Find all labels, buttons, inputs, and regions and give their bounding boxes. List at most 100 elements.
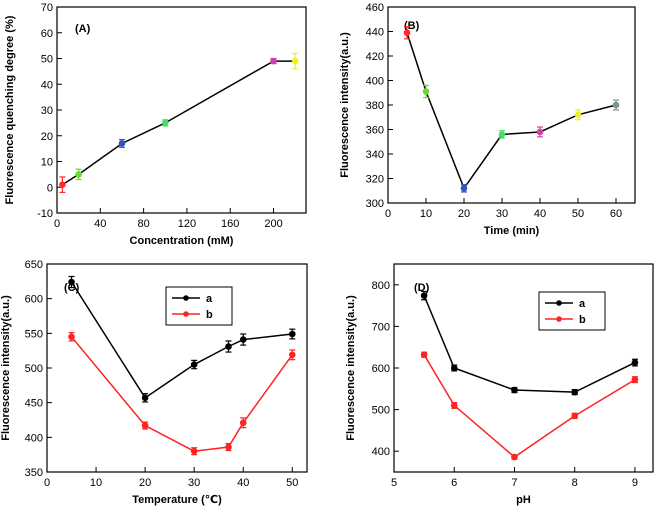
y-axis-title: Fluorescence intensity(a.u.) <box>345 295 357 441</box>
y-axis-title: Fluorescence quenching degree (%) <box>4 15 16 204</box>
x-tick-label: 160 <box>221 218 239 230</box>
data-point <box>423 89 429 95</box>
x-tick-label: 6 <box>451 477 457 489</box>
series-line-b <box>72 337 293 451</box>
data-point <box>226 444 232 450</box>
data-point <box>142 395 148 401</box>
data-point <box>512 454 518 460</box>
data-point <box>191 362 197 368</box>
series-line <box>62 61 295 185</box>
legend-box <box>539 292 605 330</box>
x-axis-title: Concentration (mM) <box>130 235 234 247</box>
y-tick-label: 600 <box>25 294 43 306</box>
x-tick-label: 50 <box>286 477 298 489</box>
x-tick-label: 30 <box>188 477 200 489</box>
y-tick-label: 550 <box>25 328 43 340</box>
y-tick-label: 70 <box>41 2 53 14</box>
x-axis-title: pH <box>516 494 531 506</box>
data-point <box>76 172 82 178</box>
y-tick-label: 50 <box>41 54 53 66</box>
y-tick-label: 800 <box>372 280 390 292</box>
x-tick-label: 20 <box>139 477 151 489</box>
y-tick-label: 600 <box>372 363 390 375</box>
data-point <box>572 413 578 419</box>
y-tick-label: 360 <box>366 125 384 137</box>
x-axis-title: Temperature (℃) <box>132 494 222 506</box>
y-tick-label: 460 <box>366 2 384 14</box>
x-tick-label: 40 <box>237 477 249 489</box>
legend-box <box>166 287 232 325</box>
plot-frame <box>57 7 306 213</box>
panel-b: 0 10 20 30 40 50 60 300 320 340 360 380 400 420 440 460… <box>339 2 635 237</box>
chart-canvas: 0 40 80 120 160 200-10010203040506070Concentr… <box>0 0 661 514</box>
data-point <box>572 389 578 395</box>
y-tick-label: 350 <box>25 467 43 479</box>
x-tick-label: 0 <box>44 477 50 489</box>
x-tick-label: 5 <box>391 477 397 489</box>
x-tick-label: 40 <box>534 208 546 220</box>
y-tick-label: 20 <box>41 131 53 143</box>
data-point <box>119 141 125 147</box>
x-tick-label: 50 <box>572 208 584 220</box>
data-point <box>404 30 410 36</box>
panel-c: 0 10 20 30 40 50 350 400 450 500 550 600 650 Temperat… <box>0 259 307 506</box>
data-point <box>289 331 295 337</box>
x-tick-label: 80 <box>137 218 149 230</box>
data-point <box>537 129 543 135</box>
data-point <box>632 360 638 366</box>
legend-marker <box>556 316 562 322</box>
data-point <box>613 102 619 108</box>
legend-marker <box>183 311 189 317</box>
data-point <box>240 337 246 343</box>
y-tick-label: 700 <box>372 321 390 333</box>
y-tick-label: 500 <box>372 405 390 417</box>
x-tick-label: 10 <box>90 477 102 489</box>
x-tick-label: 0 <box>54 218 60 230</box>
y-tick-label: 30 <box>41 105 53 117</box>
panel-label: (A) <box>75 23 91 35</box>
x-tick-label: 30 <box>496 208 508 220</box>
x-tick-label: 120 <box>178 218 196 230</box>
x-tick-label: 200 <box>264 218 282 230</box>
data-point <box>421 352 427 358</box>
data-point <box>69 279 75 285</box>
panel-a: 0 40 80 120 160 200-10010203040506070Concentr… <box>4 2 306 247</box>
data-point <box>451 365 457 371</box>
data-point <box>226 344 232 350</box>
data-point <box>191 448 197 454</box>
y-tick-label: 10 <box>41 157 53 169</box>
data-point <box>421 293 427 299</box>
data-point <box>575 112 581 118</box>
legend-label: a <box>206 293 213 305</box>
x-tick-label: 60 <box>610 208 622 220</box>
y-tick-label: 400 <box>25 432 43 444</box>
legend-marker <box>556 300 562 306</box>
x-tick-label: 20 <box>458 208 470 220</box>
y-axis-title: Fluorescence intensity(a.u.) <box>0 295 12 441</box>
y-tick-label: -10 <box>37 208 53 220</box>
data-point <box>499 132 505 138</box>
y-tick-label: 420 <box>366 51 384 63</box>
data-point <box>271 58 277 64</box>
data-point <box>289 352 295 358</box>
y-tick-label: 380 <box>366 100 384 112</box>
y-tick-label: 450 <box>25 398 43 410</box>
data-point <box>162 120 168 126</box>
x-axis-title: Time (min) <box>484 225 540 237</box>
x-tick-label: 0 <box>385 208 391 220</box>
legend-label: b <box>206 309 213 321</box>
y-tick-label: 400 <box>372 446 390 458</box>
data-point <box>461 186 467 192</box>
y-tick-label: 0 <box>47 182 53 194</box>
data-point <box>240 420 246 426</box>
x-tick-label: 8 <box>572 477 578 489</box>
x-tick-label: 40 <box>94 218 106 230</box>
data-point <box>451 403 457 409</box>
data-point <box>60 182 66 188</box>
y-tick-label: 300 <box>366 198 384 210</box>
y-tick-label: 650 <box>25 259 43 271</box>
y-tick-label: 320 <box>366 174 384 186</box>
figure: 0 40 80 120 160 200 -10 0 10 20 30 40 50 60 70 Concentr… <box>0 0 661 514</box>
legend-label: b <box>579 314 586 326</box>
data-point <box>292 58 298 64</box>
